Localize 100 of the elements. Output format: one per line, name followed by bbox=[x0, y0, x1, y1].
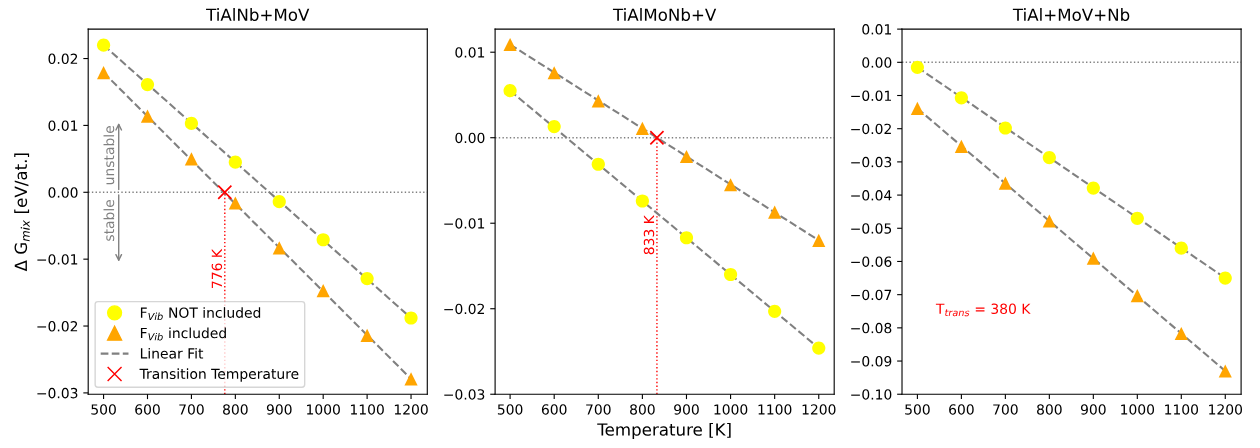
x-tick-label: 500 bbox=[91, 404, 116, 415]
y-tick-label: −0.04 bbox=[851, 190, 892, 201]
legend-label: Transition Temperature bbox=[139, 368, 299, 382]
y-tick-label: −0.02 bbox=[37, 321, 78, 332]
point bbox=[910, 101, 924, 116]
x-tick-label: 500 bbox=[497, 404, 523, 415]
x-tick-label: 1200 bbox=[1209, 404, 1243, 415]
annotation: T$_{trans}$ = 380 K bbox=[935, 303, 1031, 317]
y-tick-label: −0.01 bbox=[851, 90, 892, 101]
point bbox=[184, 152, 199, 166]
x-tick-label: 900 bbox=[674, 404, 699, 415]
x-tick-label: 1000 bbox=[1121, 404, 1155, 415]
y-tick-label: −0.01 bbox=[444, 218, 485, 229]
point bbox=[649, 130, 665, 146]
point bbox=[812, 341, 826, 355]
point bbox=[679, 149, 694, 164]
point bbox=[404, 372, 418, 386]
x-tick-label: 800 bbox=[630, 404, 655, 415]
point bbox=[547, 66, 561, 80]
x-tick-label: 900 bbox=[1080, 404, 1106, 415]
y-tick-label: −0.05 bbox=[851, 223, 892, 234]
y-tick-label: 0.00 bbox=[455, 132, 485, 144]
y-tick-label: −0.03 bbox=[444, 389, 485, 400]
x-tick-label: 1100 bbox=[758, 404, 792, 415]
y-tick-label: −0.03 bbox=[37, 387, 78, 399]
point bbox=[591, 94, 605, 108]
point bbox=[217, 184, 233, 200]
point bbox=[1174, 241, 1188, 255]
point bbox=[1174, 326, 1188, 341]
x-tick-label: 600 bbox=[541, 404, 567, 415]
point bbox=[404, 311, 418, 325]
chart-title: TiAlNb+MoV bbox=[206, 8, 310, 22]
point bbox=[316, 284, 330, 298]
y-tick-label: −0.08 bbox=[851, 322, 892, 334]
point bbox=[272, 241, 286, 255]
point bbox=[812, 233, 826, 247]
legend-label: F$_{Vib}$ NOT included bbox=[140, 307, 261, 321]
x-tick-label: 600 bbox=[949, 404, 974, 415]
point bbox=[1042, 214, 1056, 228]
x-tick-label: 800 bbox=[223, 404, 248, 415]
point bbox=[1218, 364, 1232, 378]
point bbox=[1086, 251, 1100, 265]
y-tick-label: −0.03 bbox=[851, 156, 892, 168]
point bbox=[998, 121, 1012, 135]
point bbox=[635, 194, 649, 208]
point bbox=[591, 157, 605, 171]
y-axis-title: Δ G$_{mix}$ [eV/at.] bbox=[14, 153, 30, 272]
ref-line-label: 833 K bbox=[643, 214, 655, 255]
point bbox=[503, 84, 517, 98]
y-tick-label: −0.02 bbox=[851, 123, 891, 135]
point bbox=[1042, 150, 1056, 165]
point bbox=[1130, 211, 1144, 225]
x-tick-label: 800 bbox=[1037, 404, 1062, 415]
point bbox=[998, 176, 1012, 190]
x-axis-title: Temperature [K] bbox=[597, 422, 731, 440]
x-tick-label: 1200 bbox=[394, 404, 428, 415]
point bbox=[723, 267, 738, 282]
y-tick-label: −0.02 bbox=[444, 303, 484, 315]
point bbox=[679, 231, 694, 245]
y-tick-label: −0.09 bbox=[851, 356, 892, 367]
y-tick-label: 0.01 bbox=[862, 24, 892, 35]
point bbox=[184, 116, 199, 130]
point bbox=[1218, 271, 1232, 285]
point bbox=[503, 37, 517, 52]
point bbox=[910, 60, 924, 74]
ref-line-label: 776 K bbox=[211, 248, 223, 288]
point bbox=[1086, 181, 1100, 195]
point bbox=[228, 155, 242, 169]
x-tick-label: 1200 bbox=[802, 404, 836, 415]
x-tick-label: 1100 bbox=[350, 404, 384, 415]
annotation: unstable bbox=[103, 126, 115, 185]
y-tick-label: −0.01 bbox=[37, 254, 78, 265]
point bbox=[547, 120, 561, 134]
y-tick-label: 0.00 bbox=[862, 57, 892, 68]
x-tick-label: 600 bbox=[135, 404, 160, 415]
y-tick-label: 0.01 bbox=[48, 120, 78, 131]
x-tick-label: 700 bbox=[586, 404, 611, 415]
point bbox=[96, 66, 111, 80]
x-tick-label: 1100 bbox=[1165, 404, 1199, 415]
legend-label: Linear Fit bbox=[140, 347, 204, 359]
point bbox=[96, 38, 111, 52]
chart-title: TiAlMoNb+V bbox=[612, 8, 717, 22]
point bbox=[228, 196, 242, 210]
point bbox=[954, 91, 968, 105]
x-tick-label: 1000 bbox=[307, 404, 340, 415]
point bbox=[768, 205, 782, 219]
x-tick-label: 700 bbox=[179, 404, 204, 415]
x-tick-label: 1000 bbox=[714, 404, 748, 415]
y-tick-label: −0.10 bbox=[851, 389, 892, 400]
y-tick-label: 0.00 bbox=[48, 187, 78, 198]
x-tick-label: 700 bbox=[993, 404, 1018, 415]
point bbox=[272, 195, 286, 209]
point bbox=[140, 78, 155, 92]
point bbox=[954, 139, 968, 153]
legend-label: F$_{Vib}$ included bbox=[140, 327, 226, 341]
point bbox=[360, 328, 374, 342]
chart-title: TiAl+MoV+Nb bbox=[1012, 8, 1130, 22]
y-tick-label: −0.07 bbox=[851, 289, 892, 301]
x-tick-label: 500 bbox=[905, 404, 930, 415]
point bbox=[140, 109, 155, 123]
